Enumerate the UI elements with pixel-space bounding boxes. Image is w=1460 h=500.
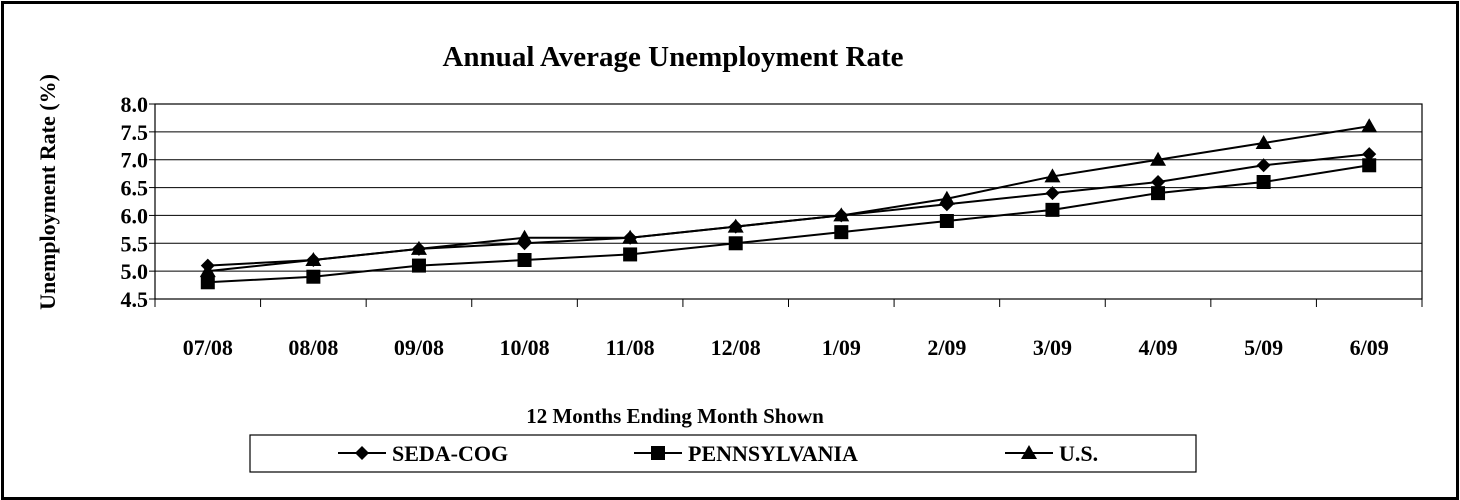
data-point-u-s — [199, 263, 216, 278]
x-tick-label: 12/08 — [711, 335, 761, 360]
data-point-pennsylvania — [306, 269, 321, 284]
data-point-u-s — [727, 218, 744, 233]
data-point-pennsylvania — [411, 258, 426, 273]
x-axis-label: 12 Months Ending Month Shown — [526, 404, 824, 428]
x-tick-label: 3/09 — [1033, 335, 1072, 360]
data-point-u-s — [410, 240, 427, 255]
plot-area: 4.5 5.0 5.5 6.06.5 7.0 7.5 8.0 07/08 08/08 09/08 1… — [121, 92, 1423, 360]
series-u-s — [199, 118, 1378, 278]
y-tick-label: 8.0 — [121, 92, 149, 117]
x-tick-label: 10/08 — [499, 335, 549, 360]
data-point-u-s — [305, 252, 322, 266]
x-tick-label: 6/09 — [1350, 335, 1389, 360]
series-line-seda-cog — [207, 153, 1370, 267]
x-tick-label: 09/08 — [394, 335, 444, 360]
data-point-pennsylvania — [939, 214, 954, 228]
data-point-pennsylvania — [834, 225, 849, 240]
data-point-u-s — [833, 207, 850, 222]
series-line-pennsylvania — [207, 164, 1370, 284]
x-tick-label: 5/09 — [1244, 335, 1283, 360]
data-point-u-s — [516, 229, 533, 244]
data-point-u-s — [938, 190, 955, 205]
x-tick-label: 08/08 — [288, 335, 338, 360]
x-tick-label: 1/09 — [822, 335, 861, 360]
data-point-pennsylvania — [1362, 158, 1377, 173]
legend-label-seda-cog: SEDA-COG — [392, 441, 508, 466]
plot-border — [154, 103, 1423, 300]
x-tick-label: 2/09 — [927, 335, 966, 360]
data-point-pennsylvania — [1256, 175, 1271, 189]
data-point-pennsylvania — [1151, 186, 1166, 201]
y-tick-label: 6.5 — [121, 176, 149, 201]
data-point-u-s — [1255, 135, 1272, 149]
x-tick-label: 07/08 — [183, 335, 233, 360]
legend-marker-seda-cog — [355, 446, 369, 460]
y-tick-label: 6.0 — [121, 203, 149, 228]
data-point-u-s — [622, 229, 639, 244]
data-point-u-s — [1044, 168, 1061, 183]
y-tick-label: 5.0 — [121, 259, 149, 284]
legend-label-u-s: U.S. — [1059, 441, 1098, 466]
legend-marker-u-s — [1021, 445, 1037, 459]
series-line-u-s — [207, 125, 1370, 273]
data-point-seda-cog — [1151, 175, 1166, 189]
y-tick-label: 5.5 — [121, 231, 149, 256]
data-point-seda-cog — [1045, 186, 1060, 201]
y-tick-label: 4.5 — [121, 287, 149, 312]
y-axis-label: Unemployment Rate (%) — [35, 74, 60, 310]
x-tick-label: 11/08 — [606, 335, 655, 360]
legend: SEDA-COG PENNSYLVANIA U.S. — [249, 434, 1197, 473]
chart-title: Annual Average Unemployment Rate — [442, 41, 903, 73]
y-tick-label: 7.0 — [121, 148, 149, 173]
data-point-seda-cog — [1362, 147, 1377, 162]
data-point-u-s — [1361, 118, 1378, 133]
legend-marker-pennsylvania — [651, 446, 665, 460]
data-point-pennsylvania — [623, 247, 638, 262]
legend-label-pennsylvania: PENNSYLVANIA — [688, 441, 858, 466]
y-tick-label: 7.5 — [121, 120, 149, 145]
series-pennsylvania — [200, 158, 1377, 290]
data-point-pennsylvania — [728, 236, 743, 251]
data-point-pennsylvania — [1045, 202, 1060, 217]
data-point-pennsylvania — [200, 275, 215, 290]
x-tick-label: 4/09 — [1138, 335, 1177, 360]
data-point-u-s — [1150, 151, 1167, 166]
data-point-seda-cog — [1256, 158, 1271, 173]
data-point-pennsylvania — [517, 253, 532, 267]
